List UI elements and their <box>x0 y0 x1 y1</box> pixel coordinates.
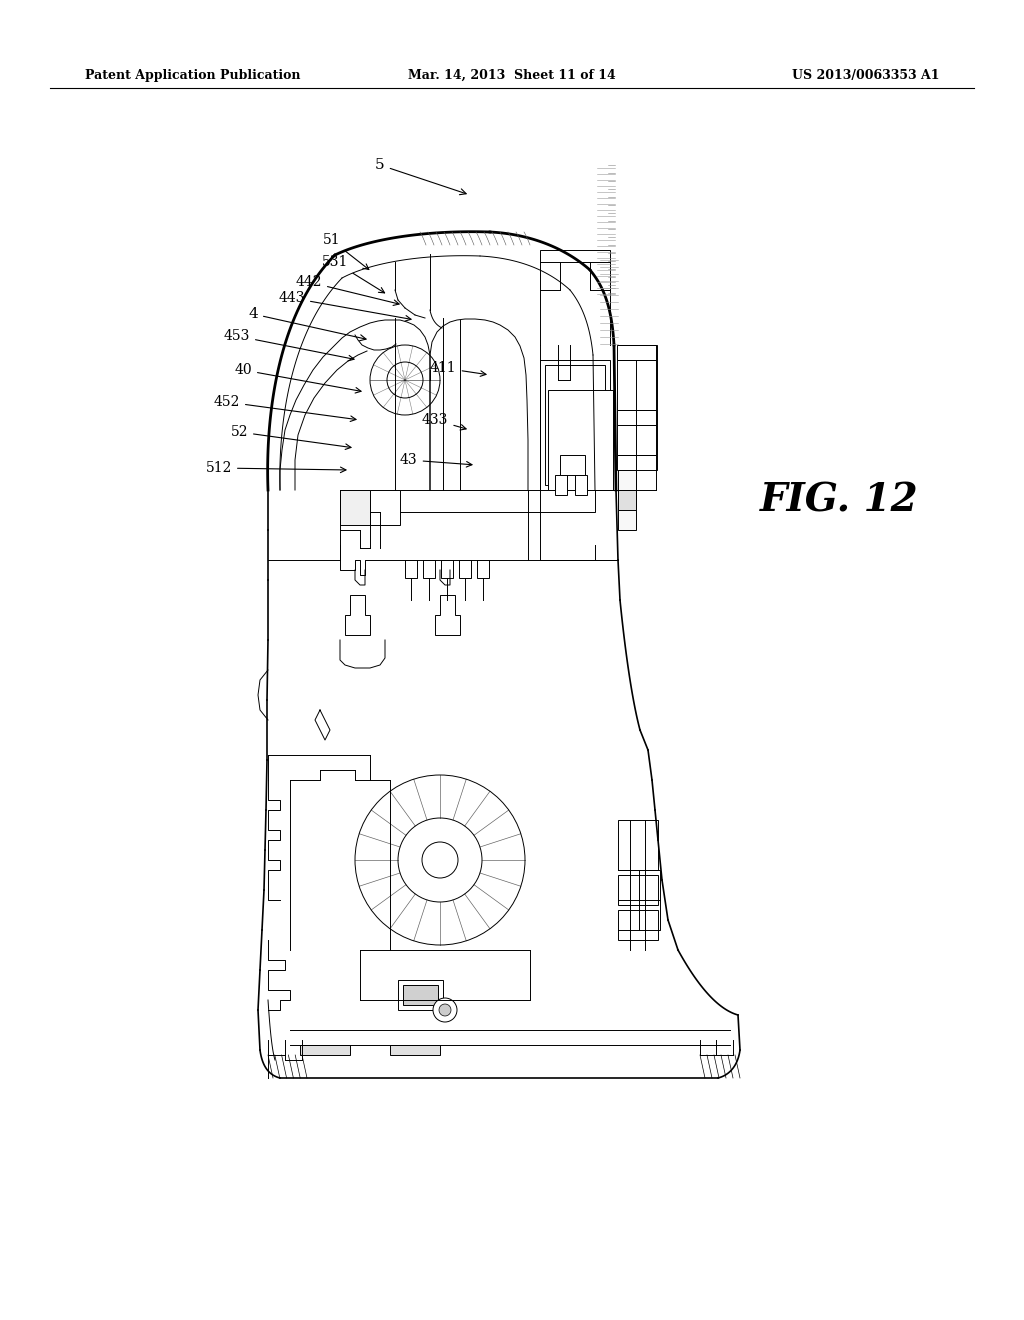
Bar <box>618 820 658 870</box>
Text: FIG. 12: FIG. 12 <box>760 480 919 519</box>
Bar <box>423 560 435 578</box>
Bar <box>459 560 471 578</box>
Bar <box>618 909 658 940</box>
Text: US 2013/0063353 A1: US 2013/0063353 A1 <box>793 69 940 82</box>
Text: 5: 5 <box>375 158 466 194</box>
Bar <box>403 985 438 1005</box>
Bar <box>477 560 489 578</box>
Text: 512: 512 <box>206 461 346 475</box>
Bar <box>540 360 610 490</box>
Bar <box>370 490 400 525</box>
Polygon shape <box>435 595 460 635</box>
Bar <box>441 560 453 578</box>
Bar <box>340 490 370 525</box>
Bar <box>540 249 610 261</box>
Text: 411: 411 <box>430 360 486 376</box>
Bar <box>617 411 657 425</box>
Circle shape <box>439 1005 451 1016</box>
Bar <box>398 979 443 1010</box>
Text: Mar. 14, 2013  Sheet 11 of 14: Mar. 14, 2013 Sheet 11 of 14 <box>409 69 615 82</box>
Bar <box>575 475 587 495</box>
Bar <box>617 455 657 470</box>
Text: 43: 43 <box>400 453 472 467</box>
Text: 531: 531 <box>322 255 385 293</box>
Bar <box>548 389 613 490</box>
Bar <box>618 490 636 510</box>
Bar <box>560 455 585 475</box>
Bar <box>617 425 657 455</box>
Text: 51: 51 <box>323 234 369 269</box>
Text: 453: 453 <box>223 329 354 360</box>
Text: Patent Application Publication: Patent Application Publication <box>85 69 300 82</box>
Text: 442: 442 <box>296 275 399 305</box>
Bar <box>555 475 567 495</box>
Bar <box>340 490 595 512</box>
Bar <box>390 1045 440 1055</box>
Bar <box>618 470 636 531</box>
Text: 452: 452 <box>214 395 356 421</box>
Text: 40: 40 <box>234 363 361 393</box>
Bar <box>617 345 657 360</box>
Bar <box>406 560 417 578</box>
Polygon shape <box>345 595 370 635</box>
Bar <box>300 1045 350 1055</box>
Text: 52: 52 <box>230 425 351 449</box>
Bar <box>617 360 657 411</box>
Text: 443: 443 <box>279 290 411 321</box>
Bar <box>618 875 658 906</box>
Text: 4: 4 <box>248 308 366 341</box>
Bar <box>545 366 605 484</box>
Circle shape <box>433 998 457 1022</box>
Text: 433: 433 <box>422 413 466 430</box>
